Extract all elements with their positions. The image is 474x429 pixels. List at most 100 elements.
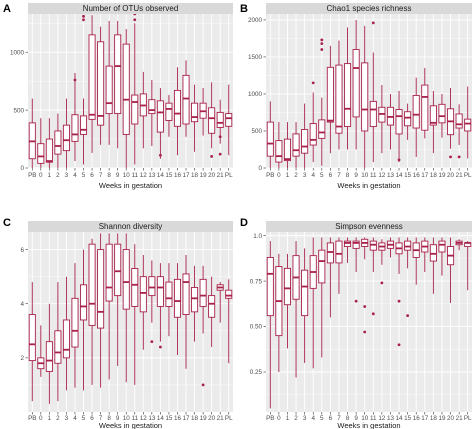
box-iqr bbox=[369, 100, 377, 127]
box-iqr bbox=[45, 138, 53, 163]
outlier-point bbox=[158, 153, 162, 157]
boxplot-10 bbox=[361, 25, 369, 168]
box-iqr bbox=[225, 289, 233, 299]
outlier-point bbox=[320, 42, 324, 46]
x-tick-label: 0 bbox=[39, 415, 43, 422]
boxplot-12 bbox=[139, 255, 147, 350]
outlier-point bbox=[82, 14, 85, 18]
y-tick-label: 1000 bbox=[248, 91, 263, 98]
box-iqr bbox=[191, 102, 199, 123]
x-tick-label: PL bbox=[464, 172, 472, 179]
box-iqr bbox=[88, 243, 96, 326]
facet-strip bbox=[266, 3, 472, 14]
x-tick-label: PL bbox=[225, 415, 233, 422]
x-tick-label: 9 bbox=[116, 172, 120, 179]
y-tick-label: 1500 bbox=[248, 54, 263, 61]
x-tick-label: 10 bbox=[361, 172, 369, 179]
boxplot-5 bbox=[318, 237, 326, 358]
box-iqr bbox=[79, 284, 88, 321]
x-tick-label: 3 bbox=[65, 172, 69, 179]
boxplot-10 bbox=[361, 237, 369, 334]
boxplot-undefined bbox=[234, 67, 240, 168]
outlier-point bbox=[218, 152, 222, 156]
box-iqr bbox=[275, 140, 283, 163]
boxplot-17 bbox=[182, 60, 190, 137]
x-tick-label: 1 bbox=[48, 415, 52, 422]
outlier-point bbox=[363, 305, 367, 308]
x-tick-label: 0 bbox=[277, 172, 281, 179]
boxplot-9 bbox=[352, 19, 360, 150]
boxplot-5 bbox=[318, 38, 326, 166]
boxplot-6 bbox=[88, 238, 96, 385]
outlier-point bbox=[397, 343, 401, 347]
x-tick-label: 21 bbox=[456, 415, 464, 422]
boxplot-1 bbox=[283, 122, 291, 168]
x-tick-label: 17 bbox=[421, 172, 429, 179]
boxplots bbox=[266, 19, 472, 168]
boxplot-7 bbox=[97, 26, 105, 145]
x-tick-label: 8 bbox=[107, 415, 111, 422]
boxplot-21 bbox=[216, 282, 224, 323]
box-iqr bbox=[344, 63, 352, 127]
y-tick-label: 2000 bbox=[248, 17, 263, 24]
x-tick-label: 17 bbox=[183, 172, 191, 179]
outlier-point bbox=[82, 18, 85, 22]
x-tick-label: 4 bbox=[311, 415, 315, 422]
outlier-point bbox=[363, 330, 367, 334]
boxplot-13 bbox=[386, 93, 394, 150]
boxplot-4 bbox=[71, 263, 79, 388]
outlier-point bbox=[354, 299, 358, 303]
x-tick-label: 1 bbox=[48, 172, 52, 179]
boxplot-18 bbox=[191, 84, 199, 152]
boxplot-19 bbox=[438, 237, 446, 276]
x-tick-label: 7 bbox=[99, 172, 103, 179]
box-iqr bbox=[283, 267, 291, 306]
x-tick-label: 5 bbox=[82, 172, 86, 179]
outlier-point bbox=[371, 312, 375, 316]
outlier-point bbox=[380, 281, 384, 285]
y-tick-label: 500 bbox=[13, 107, 24, 114]
box-iqr bbox=[352, 49, 360, 118]
boxplot-1 bbox=[283, 253, 291, 349]
box-iqr bbox=[335, 64, 343, 134]
box-iqr bbox=[344, 240, 352, 247]
boxplot-16 bbox=[173, 263, 182, 356]
box-iqr bbox=[455, 113, 463, 129]
x-tick-label: PB bbox=[266, 172, 274, 179]
box-iqr bbox=[464, 118, 472, 132]
box-iqr bbox=[28, 314, 36, 362]
boxplot-PB bbox=[28, 98, 36, 168]
boxplot-15 bbox=[404, 237, 412, 318]
plot-background bbox=[28, 14, 233, 168]
boxplots bbox=[28, 233, 233, 404]
box-iqr bbox=[225, 113, 233, 127]
boxplot-PB bbox=[266, 101, 274, 168]
box-iqr bbox=[97, 41, 105, 126]
box-iqr bbox=[404, 240, 412, 251]
x-tick-label: 9 bbox=[354, 415, 358, 422]
facet-strip bbox=[28, 221, 233, 232]
outlier-point bbox=[73, 78, 77, 82]
outlier-point bbox=[158, 345, 162, 349]
box-iqr bbox=[173, 89, 182, 127]
box-iqr bbox=[79, 115, 88, 135]
boxplot-19 bbox=[199, 265, 207, 387]
boxplot-4 bbox=[309, 81, 317, 163]
boxplot-8 bbox=[105, 20, 113, 145]
boxplot-17 bbox=[421, 68, 429, 139]
boxplot-6 bbox=[326, 45, 334, 154]
boxplot-5 bbox=[79, 14, 88, 165]
boxplot-18 bbox=[191, 265, 199, 342]
box-iqr bbox=[37, 143, 45, 164]
boxplot-8 bbox=[344, 237, 352, 263]
x-tick-label: 1 bbox=[286, 172, 290, 179]
boxplot-21 bbox=[455, 239, 463, 251]
x-tick-label: PL bbox=[225, 172, 233, 179]
boxplot-13 bbox=[148, 260, 156, 344]
x-tick-label: 13 bbox=[387, 415, 395, 422]
outlier-point bbox=[150, 340, 154, 344]
x-tick-label: 18 bbox=[191, 415, 199, 422]
